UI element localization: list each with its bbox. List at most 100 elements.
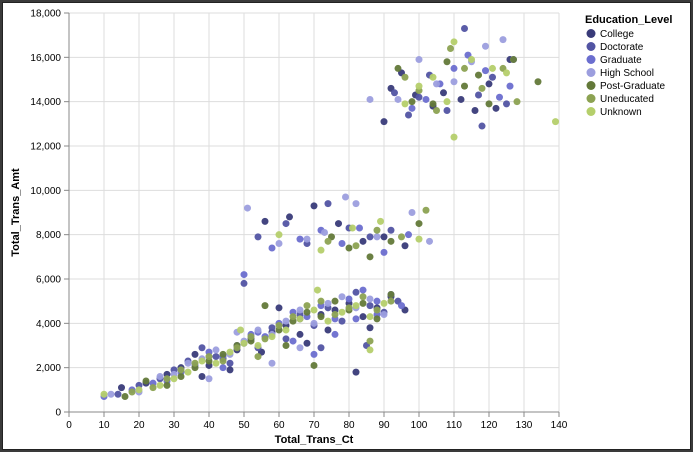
data-point xyxy=(338,317,346,325)
legend-label: Unknown xyxy=(600,107,642,118)
x-tick: 30 xyxy=(168,412,180,431)
data-point xyxy=(359,313,367,321)
data-point xyxy=(503,69,510,77)
data-point xyxy=(499,36,507,44)
legend-label: College xyxy=(600,29,634,40)
x-tick-label: 120 xyxy=(481,420,498,431)
data-point xyxy=(440,89,447,97)
data-point xyxy=(373,297,381,305)
data-point xyxy=(303,235,311,243)
data-point xyxy=(457,95,465,103)
data-point xyxy=(447,44,454,52)
data-point xyxy=(401,100,409,108)
y-tick-label: 10,000 xyxy=(30,186,61,197)
data-point xyxy=(398,233,405,241)
y-tick-label: 18,000 xyxy=(30,9,61,20)
data-point xyxy=(356,224,363,232)
data-point xyxy=(317,297,325,305)
data-point xyxy=(359,286,367,294)
data-point xyxy=(401,242,409,250)
data-point xyxy=(331,297,339,305)
x-tick: 130 xyxy=(516,412,533,431)
legend-item: Unknown xyxy=(586,107,642,118)
x-tick: 80 xyxy=(343,412,355,431)
y-tick-label: 6,000 xyxy=(36,275,61,286)
x-tick-label: 0 xyxy=(66,420,72,431)
data-point xyxy=(359,237,367,245)
data-point xyxy=(268,359,276,367)
data-point xyxy=(135,386,143,394)
data-point xyxy=(317,344,325,352)
data-point xyxy=(275,304,283,312)
data-point xyxy=(485,100,493,108)
data-point xyxy=(534,78,542,86)
data-point xyxy=(349,224,356,232)
data-point xyxy=(212,346,220,354)
data-point xyxy=(317,313,325,321)
data-point xyxy=(373,306,381,314)
data-point xyxy=(415,235,423,243)
data-point xyxy=(289,337,297,345)
data-point xyxy=(352,200,360,208)
y-tick-label: 16,000 xyxy=(30,53,61,64)
data-point xyxy=(324,317,332,325)
data-point xyxy=(296,344,304,352)
data-point xyxy=(310,202,318,210)
data-point xyxy=(303,308,311,316)
data-point xyxy=(324,326,332,334)
data-point xyxy=(352,368,360,376)
data-point xyxy=(373,226,381,234)
data-point xyxy=(405,231,412,239)
data-point xyxy=(296,330,304,338)
y-axis-title: Total_Trans_Amt xyxy=(10,168,22,257)
data-point xyxy=(321,228,328,236)
data-point xyxy=(296,315,304,323)
series-high-school xyxy=(107,36,517,398)
data-point xyxy=(261,302,269,310)
data-point xyxy=(142,377,150,385)
x-tick-label: 10 xyxy=(98,420,110,431)
data-point xyxy=(254,233,262,241)
data-point xyxy=(338,293,346,301)
y-tick-label: 14,000 xyxy=(30,97,61,108)
legend-title: Education_Level xyxy=(585,14,672,26)
data-point xyxy=(212,353,220,361)
data-point xyxy=(401,73,409,81)
data-point xyxy=(366,253,374,261)
data-point xyxy=(324,237,332,245)
y-tick-label: 12,000 xyxy=(30,142,61,153)
data-point xyxy=(450,64,458,72)
data-points xyxy=(100,25,559,400)
data-point xyxy=(366,337,374,345)
x-tick: 40 xyxy=(203,412,215,431)
data-point xyxy=(352,288,360,296)
data-point xyxy=(506,82,514,90)
x-tick-label: 20 xyxy=(133,420,145,431)
data-point xyxy=(310,350,318,358)
x-axis-title: Total_Trans_Ct xyxy=(275,434,354,446)
data-point xyxy=(482,67,489,75)
data-point xyxy=(128,388,136,396)
data-point xyxy=(198,344,206,352)
data-point xyxy=(366,346,374,354)
y-tick: 2,000 xyxy=(36,363,69,374)
x-tick: 140 xyxy=(551,412,568,431)
data-point xyxy=(282,335,290,343)
legend-swatch xyxy=(586,107,596,116)
legend-swatch xyxy=(586,55,596,64)
data-point xyxy=(219,357,227,365)
data-point xyxy=(219,350,227,358)
data-point xyxy=(345,304,353,312)
data-point xyxy=(303,339,311,347)
data-point xyxy=(433,80,440,88)
data-point xyxy=(324,299,332,307)
data-point xyxy=(366,295,374,303)
data-point xyxy=(489,73,496,81)
data-point xyxy=(478,84,486,92)
data-point xyxy=(496,93,503,101)
x-axis: 0 10 20 30 40 50 60 70 80 90 100 110 120 130 140 xyxy=(66,411,568,431)
series-graduate xyxy=(100,51,514,400)
legend-swatch xyxy=(586,68,596,77)
data-point xyxy=(198,373,206,381)
legend-label: Uneducated xyxy=(600,94,654,105)
